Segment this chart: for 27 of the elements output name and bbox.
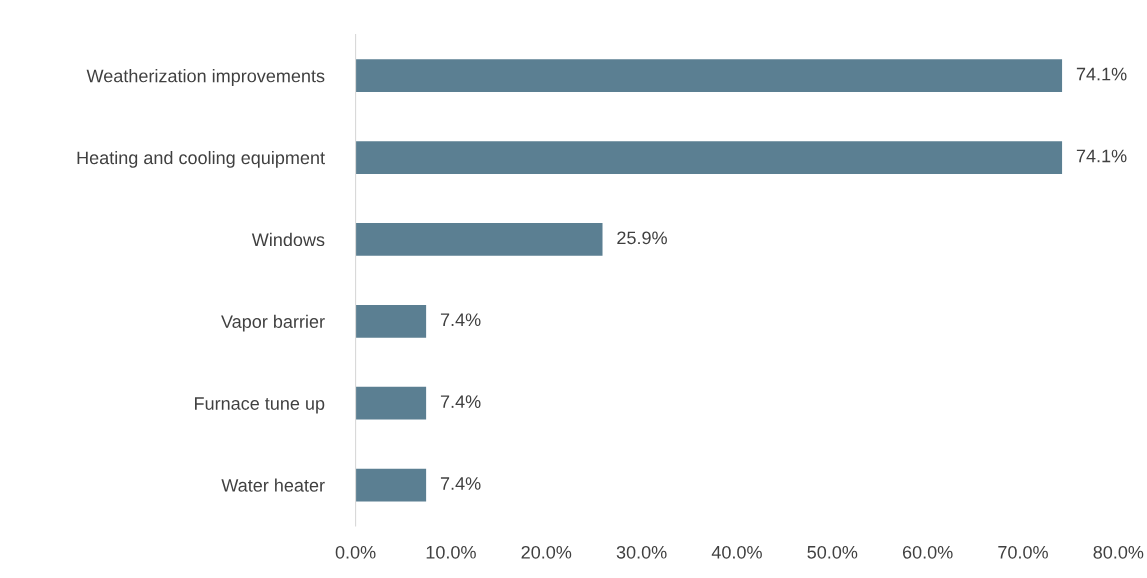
data-label: 74.1% xyxy=(1076,67,1127,81)
x-tick-label: 10.0% xyxy=(426,545,476,559)
x-tick-label: 40.0% xyxy=(711,545,762,559)
data-label: 25.9% xyxy=(617,231,667,245)
y-tick-label: Windows xyxy=(251,232,325,247)
x-tick-label: 80.0% xyxy=(1093,545,1144,559)
bar xyxy=(355,386,427,420)
y-tick-label: Weatherization improvements xyxy=(86,69,325,86)
y-tick-label: Heating and cooling equipment xyxy=(77,150,325,168)
data-label: 7.4% xyxy=(440,395,481,408)
y-tick-label: Vapor barrier xyxy=(221,314,325,332)
x-tick-label: 50.0% xyxy=(807,545,858,559)
y-tick-label: Water heater xyxy=(221,478,325,492)
bar xyxy=(355,223,603,256)
x-tick-label: 0.0% xyxy=(335,545,376,559)
x-tick-label: 20.0% xyxy=(521,545,572,559)
x-tick-label: 70.0% xyxy=(998,545,1048,559)
x-tick-label: 30.0% xyxy=(616,545,667,559)
bar xyxy=(355,304,427,338)
bar xyxy=(355,141,1063,174)
bar xyxy=(355,468,427,502)
x-tick-label: 60.0% xyxy=(902,545,953,559)
y-tick-label: Furnace tune up xyxy=(195,397,325,414)
data-label: 74.1% xyxy=(1076,149,1127,163)
data-label: 7.4% xyxy=(440,313,481,327)
data-label: 7.4% xyxy=(440,477,481,490)
bar xyxy=(355,59,1063,92)
